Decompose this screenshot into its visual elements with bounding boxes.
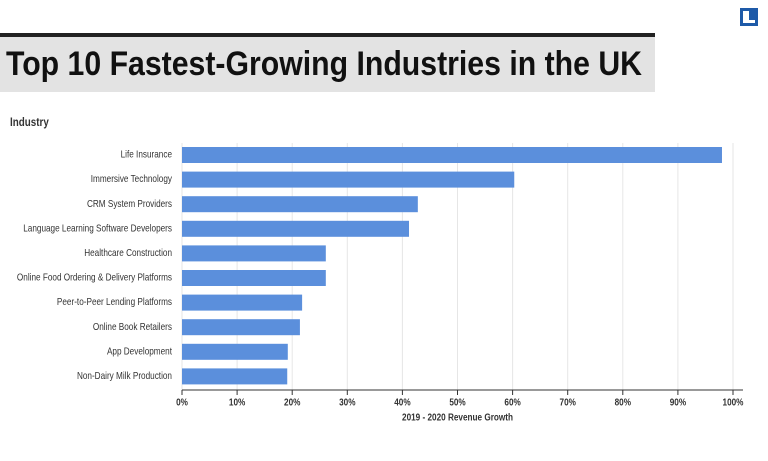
- x-tick-label: 50%: [449, 397, 465, 408]
- x-tick-label: 40%: [394, 397, 410, 408]
- y-tick-label: Life Insurance: [121, 149, 172, 160]
- bar: [182, 245, 326, 262]
- y-tick-label: Language Learning Software Developers: [23, 223, 172, 234]
- y-tick-label: Online Book Retailers: [93, 321, 173, 332]
- x-tick-label: 20%: [284, 397, 300, 408]
- x-tick-label: 70%: [560, 397, 576, 408]
- x-tick-label: 10%: [229, 397, 245, 408]
- title-rule: [0, 33, 655, 37]
- y-tick-label: App Development: [107, 346, 172, 357]
- bar: [182, 319, 300, 336]
- logo: [740, 8, 758, 26]
- y-tick-label: Healthcare Construction: [84, 247, 172, 258]
- title-band: [0, 37, 655, 92]
- x-tick-label: 100%: [723, 397, 744, 408]
- y-tick-label: Non-Dairy Milk Production: [77, 370, 172, 381]
- bar: [182, 343, 288, 360]
- bar: [182, 171, 515, 188]
- x-tick-label: 30%: [339, 397, 355, 408]
- bar: [182, 270, 326, 286]
- y-tick-label: Peer-to-Peer Lending Platforms: [57, 296, 172, 307]
- y-tick-label: Immersive Technology: [91, 173, 173, 184]
- y-tick-label: CRM System Providers: [87, 198, 172, 209]
- bar: [182, 220, 410, 237]
- x-tick-label: 80%: [615, 397, 631, 408]
- bar: [182, 294, 303, 311]
- x-tick-label: 90%: [670, 397, 686, 408]
- bar: [182, 147, 722, 163]
- y-tick-label: Online Food Ordering & Delivery Platform…: [17, 272, 172, 283]
- chart-title: Top 10 Fastest-Growing Industries in the…: [6, 45, 642, 83]
- x-tick-label: 0%: [176, 397, 188, 408]
- bar: [182, 196, 418, 213]
- bar: [182, 368, 288, 385]
- x-tick-label: 60%: [504, 397, 520, 408]
- x-axis-title: 2019 - 2020 Revenue Growth: [402, 412, 513, 423]
- y-axis-title: Industry: [10, 116, 50, 129]
